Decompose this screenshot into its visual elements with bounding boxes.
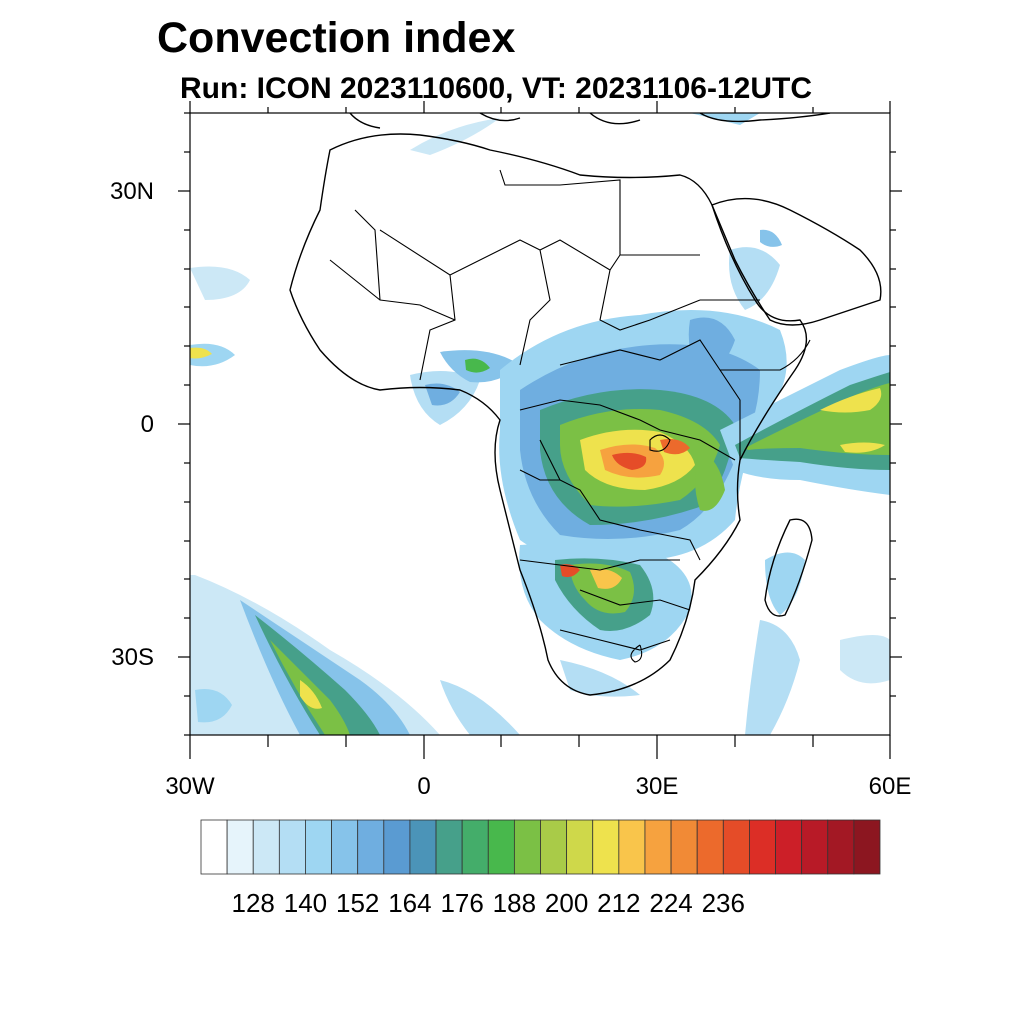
colorbar-swatch [226,819,254,875]
country-borders [329,169,811,663]
colorbar-swatch [696,819,724,875]
field-patch [660,439,690,455]
lat-label-30n: 30N [109,178,154,205]
colorbar-swatch [644,819,672,875]
field-patch [688,317,735,375]
lat-label-30s: 30S [111,644,154,671]
colorbar-tick-label: 188 [492,888,537,918]
colorbar-swatch [592,819,620,875]
coastlines [289,113,882,696]
colorbar-swatch [853,819,881,875]
field-patch [255,615,380,735]
colorbar-swatch [618,819,646,875]
lon-label-0: 0 [417,773,431,800]
arabia-coastline [711,197,882,326]
field-patch [590,569,622,589]
colorbar-tick-label: 200 [544,888,589,918]
field-patch [190,266,250,300]
field-patch [195,689,232,723]
colorbar-swatch [722,819,750,875]
field-patch [410,118,500,155]
colorbar-swatch [513,819,541,875]
colorbar-tick-label: 164 [388,888,432,918]
field-patch [729,247,780,310]
colorbar-swatch [801,819,829,875]
colorbar-swatch [409,819,437,875]
colorbar-swatch [383,819,411,875]
field-patch [820,388,882,413]
field-patch [190,347,212,359]
lat-ticks [178,112,902,736]
colorbar-swatch [200,819,228,875]
chart-title: Convection index [157,14,516,62]
lon-label-30w: 30W [165,773,215,800]
colorbar-swatch [331,819,359,875]
africa-coastline [289,133,808,696]
colorbar-tick-label: 140 [283,888,328,918]
convection-field [190,113,890,735]
field-patch [440,680,520,735]
lat-label-0: 0 [140,411,154,438]
europe-coastline [349,113,831,129]
colorbar-swatch [670,819,698,875]
colorbar-tick-label: 212 [597,888,641,918]
colorbar-tick-label: 224 [649,888,693,918]
colorbar-swatch [749,819,776,875]
madagascar-coastline [764,518,813,617]
colorbar-swatch [775,819,803,875]
field-patch [240,600,410,735]
field-patch [840,635,890,684]
field-patch [840,442,885,453]
colorbar-swatch [435,819,463,875]
field-patch [465,358,490,373]
lon-ticks [189,101,891,759]
colorbar-tick-label: 176 [440,888,484,918]
field-patch [612,452,647,470]
colorbar-swatch [566,819,594,875]
colorbar-swatch [278,819,306,875]
colorbar-swatch [487,819,515,875]
colorbar-swatch [827,819,855,875]
field-patch [270,640,350,735]
field-patch [560,660,640,697]
colorbar-tick-label: 152 [335,888,380,918]
colorbar-tick-label: 236 [701,888,745,918]
colorbar-swatch [252,819,280,875]
field-patch [695,450,725,511]
colorbar-tick-label: 128 [231,888,275,918]
colorbar-swatch [305,819,332,875]
field-patch [765,552,805,615]
lon-label-60e: 60E [868,773,912,800]
field-patch [300,680,322,709]
colorbar-swatch [461,819,489,875]
field-patch [760,229,782,247]
lon-label-30e: 30E [635,773,679,800]
field-patch [745,620,800,735]
colorbar-swatch [540,819,568,875]
colorbar-swatch [357,819,385,875]
chart-subtitle: Run: ICON 2023110600, VT: 20231106-12UTC [180,72,813,105]
